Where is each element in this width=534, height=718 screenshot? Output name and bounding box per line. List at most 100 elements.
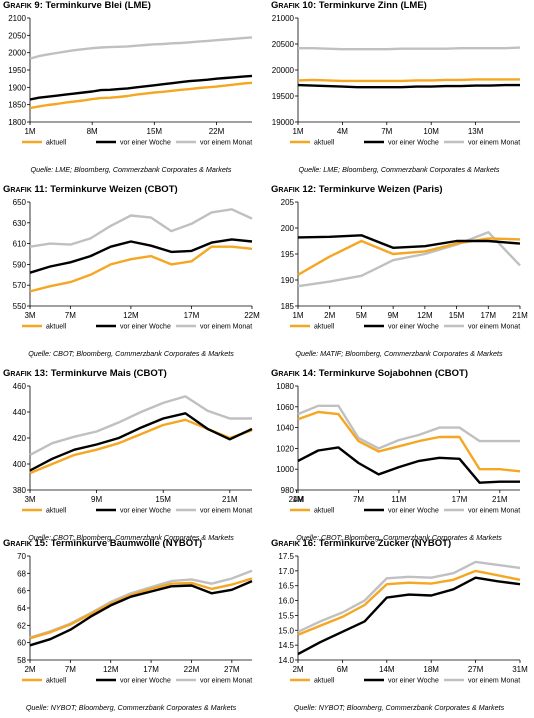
x-tick-label: 17M: [143, 665, 159, 674]
x-tick-label: 3M: [24, 495, 35, 504]
y-tick-label: 15.0: [278, 626, 294, 635]
y-tick-label: 630: [13, 219, 27, 228]
series-aktuell: [297, 569, 521, 636]
y-tick-label: 62: [17, 621, 26, 630]
chart-panel-baumwolle: Grafik 15: Terminkurve Baumwolle (NYBOT)…: [0, 538, 262, 718]
x-tick-label: 15M: [147, 127, 163, 136]
legend-label: vor einem Monat: [200, 324, 252, 331]
x-tick-label: 22M: [209, 127, 225, 136]
legend-label: vor einer Woche: [388, 678, 439, 685]
y-tick-label: 590: [13, 260, 27, 269]
legend-label: vor einem Monat: [468, 324, 520, 331]
chart-panel-weizen-paris: Grafik 12: Terminkurve Weizen (Paris) 18…: [268, 184, 530, 364]
chart-title: Grafik 9: Terminkurve Blei (LME): [3, 0, 151, 11]
chart-source: Quelle: CBOT; Bloomberg, Commerzbank Cor…: [28, 349, 234, 358]
x-tick-label: 3M: [24, 311, 35, 320]
x-tick-label: 12M: [103, 665, 119, 674]
legend-label: vor einem Monat: [468, 508, 520, 515]
legend-label: aktuell: [314, 324, 335, 331]
chart-title: Grafik 10: Terminkurve Zinn (LME): [271, 0, 427, 11]
chart-panel-sojabohnen: Grafik 14: Terminkurve Sojabohnen (CBOT)…: [268, 368, 530, 548]
y-tick-label: 420: [13, 434, 27, 443]
y-tick-label: 66: [17, 587, 26, 596]
series-vor-einem-monat: [29, 36, 253, 60]
x-tick-label: 27M: [224, 665, 240, 674]
x-tick-label: 17M: [184, 311, 200, 320]
x-tick-label: 7M: [65, 311, 76, 320]
legend-label: aktuell: [314, 508, 335, 515]
series-vor-einem-monat: [297, 231, 521, 288]
series-vor-einer-woche: [29, 412, 253, 472]
series-aktuell: [29, 81, 253, 110]
x-tick-label: 2M: [24, 665, 35, 674]
legend-label: vor einer Woche: [120, 678, 171, 685]
y-tick-label: 200: [281, 224, 295, 233]
x-tick-label: 1M: [24, 127, 35, 136]
y-tick-label: 21000: [272, 14, 295, 23]
legend-label: vor einem Monat: [468, 140, 520, 147]
y-tick-label: 14.5: [278, 641, 294, 650]
x-tick-label: 7M: [381, 127, 392, 136]
y-tick-label: 17.5: [278, 552, 294, 561]
chart-svg: 58 60 62 64 66 68 70 2M 7M 12M 17M 22M 27M aktuell vor…: [17, 552, 253, 685]
chart-panel-mais: Grafik 13: Terminkurve Mais (CBOT) 380 40…: [0, 368, 305, 548]
x-tick-label: 17M: [481, 311, 497, 320]
chart-title: Grafik 16: Terminkurve Zucker (NYBOT): [271, 538, 452, 549]
chart-svg: 14.0 14.5 15.0 15.5 16.0 16.5 17.0 17.5 2M 6M 14M 1…: [278, 552, 528, 685]
y-tick-label: 980: [281, 486, 295, 495]
y-tick-label: 550: [13, 302, 27, 311]
series-vor-einer-woche: [29, 579, 253, 647]
x-tick-label: 18M: [423, 665, 439, 674]
y-tick-label: 400: [13, 460, 27, 469]
y-tick-label: 610: [13, 240, 27, 249]
x-tick-label: 12M: [123, 311, 139, 320]
x-tick-label: 9M: [91, 495, 102, 504]
chart-title: Grafik 13: Terminkurve Mais (CBOT): [3, 368, 167, 379]
y-tick-label: 460: [13, 382, 27, 391]
x-tick-label: 24M: [289, 495, 305, 504]
x-tick-label: 9M: [388, 311, 399, 320]
legend-label: aktuell: [46, 508, 67, 515]
chart-panel-zucker: Grafik 16: Terminkurve Zucker (NYBOT) 14…: [268, 538, 530, 718]
series-vor-einer-woche: [297, 576, 521, 656]
chart-source: Quelle: NYBOT; Bloomberg, Commerzbank Co…: [293, 703, 505, 712]
chart-panel-zinn: Grafik 10: Terminkurve Zinn (LME) 19000 1…: [268, 0, 530, 180]
series-aktuell: [29, 245, 253, 293]
series-vor-einem-monat: [297, 560, 521, 633]
legend-label: aktuell: [46, 678, 67, 685]
y-tick-label: 2100: [8, 14, 26, 23]
y-tick-label: 20000: [272, 66, 295, 75]
legend-label: vor einem Monat: [200, 678, 252, 685]
x-tick-label: 1M: [292, 495, 303, 504]
series-vor-einer-woche: [297, 446, 520, 484]
x-tick-label: 1M: [292, 127, 303, 136]
chart-source: Quelle: LME; Bloomberg, Commerzbank Corp…: [298, 165, 500, 174]
series-vor-einer-woche: [29, 238, 253, 274]
chart-panel-weizen-cbot: Grafik 11: Terminkurve Weizen (CBOT) 550…: [0, 184, 262, 364]
x-tick-label: 13M: [468, 127, 484, 136]
chart-svg: 19000 19500 20000 20500 21000 1M 4M 7M 10M 13M akt…: [272, 14, 521, 147]
x-tick-label: 11M: [391, 495, 406, 504]
series-vor-einer-woche: [297, 83, 520, 89]
legend-label: aktuell: [314, 140, 335, 147]
y-tick-label: 1040: [276, 424, 294, 433]
series-vor-einem-monat: [298, 46, 521, 51]
series-aktuell: [29, 577, 253, 640]
y-tick-label: 1800: [8, 118, 26, 127]
y-tick-label: 15.5: [278, 611, 294, 620]
x-tick-label: 4M: [337, 127, 348, 136]
y-tick-label: 380: [13, 486, 27, 495]
x-tick-label: 7M: [353, 495, 364, 504]
legend-label: vor einer Woche: [388, 324, 439, 331]
y-tick-label: 440: [13, 408, 27, 417]
y-tick-label: 20500: [272, 40, 295, 49]
y-tick-label: 1950: [8, 66, 26, 75]
legend-label: vor einem Monat: [200, 508, 252, 515]
legend-label: vor einer Woche: [388, 140, 439, 147]
chart-source: Quelle: LME; Bloomberg, Commerzbank Corp…: [30, 165, 232, 174]
series-aktuell: [297, 410, 521, 473]
y-tick-label: 1850: [8, 101, 26, 110]
y-tick-label: 58: [17, 656, 26, 665]
chart-source: Quelle: MATIF; Bloomberg, Commerzbank Co…: [295, 349, 503, 358]
x-tick-label: 14M: [379, 665, 395, 674]
